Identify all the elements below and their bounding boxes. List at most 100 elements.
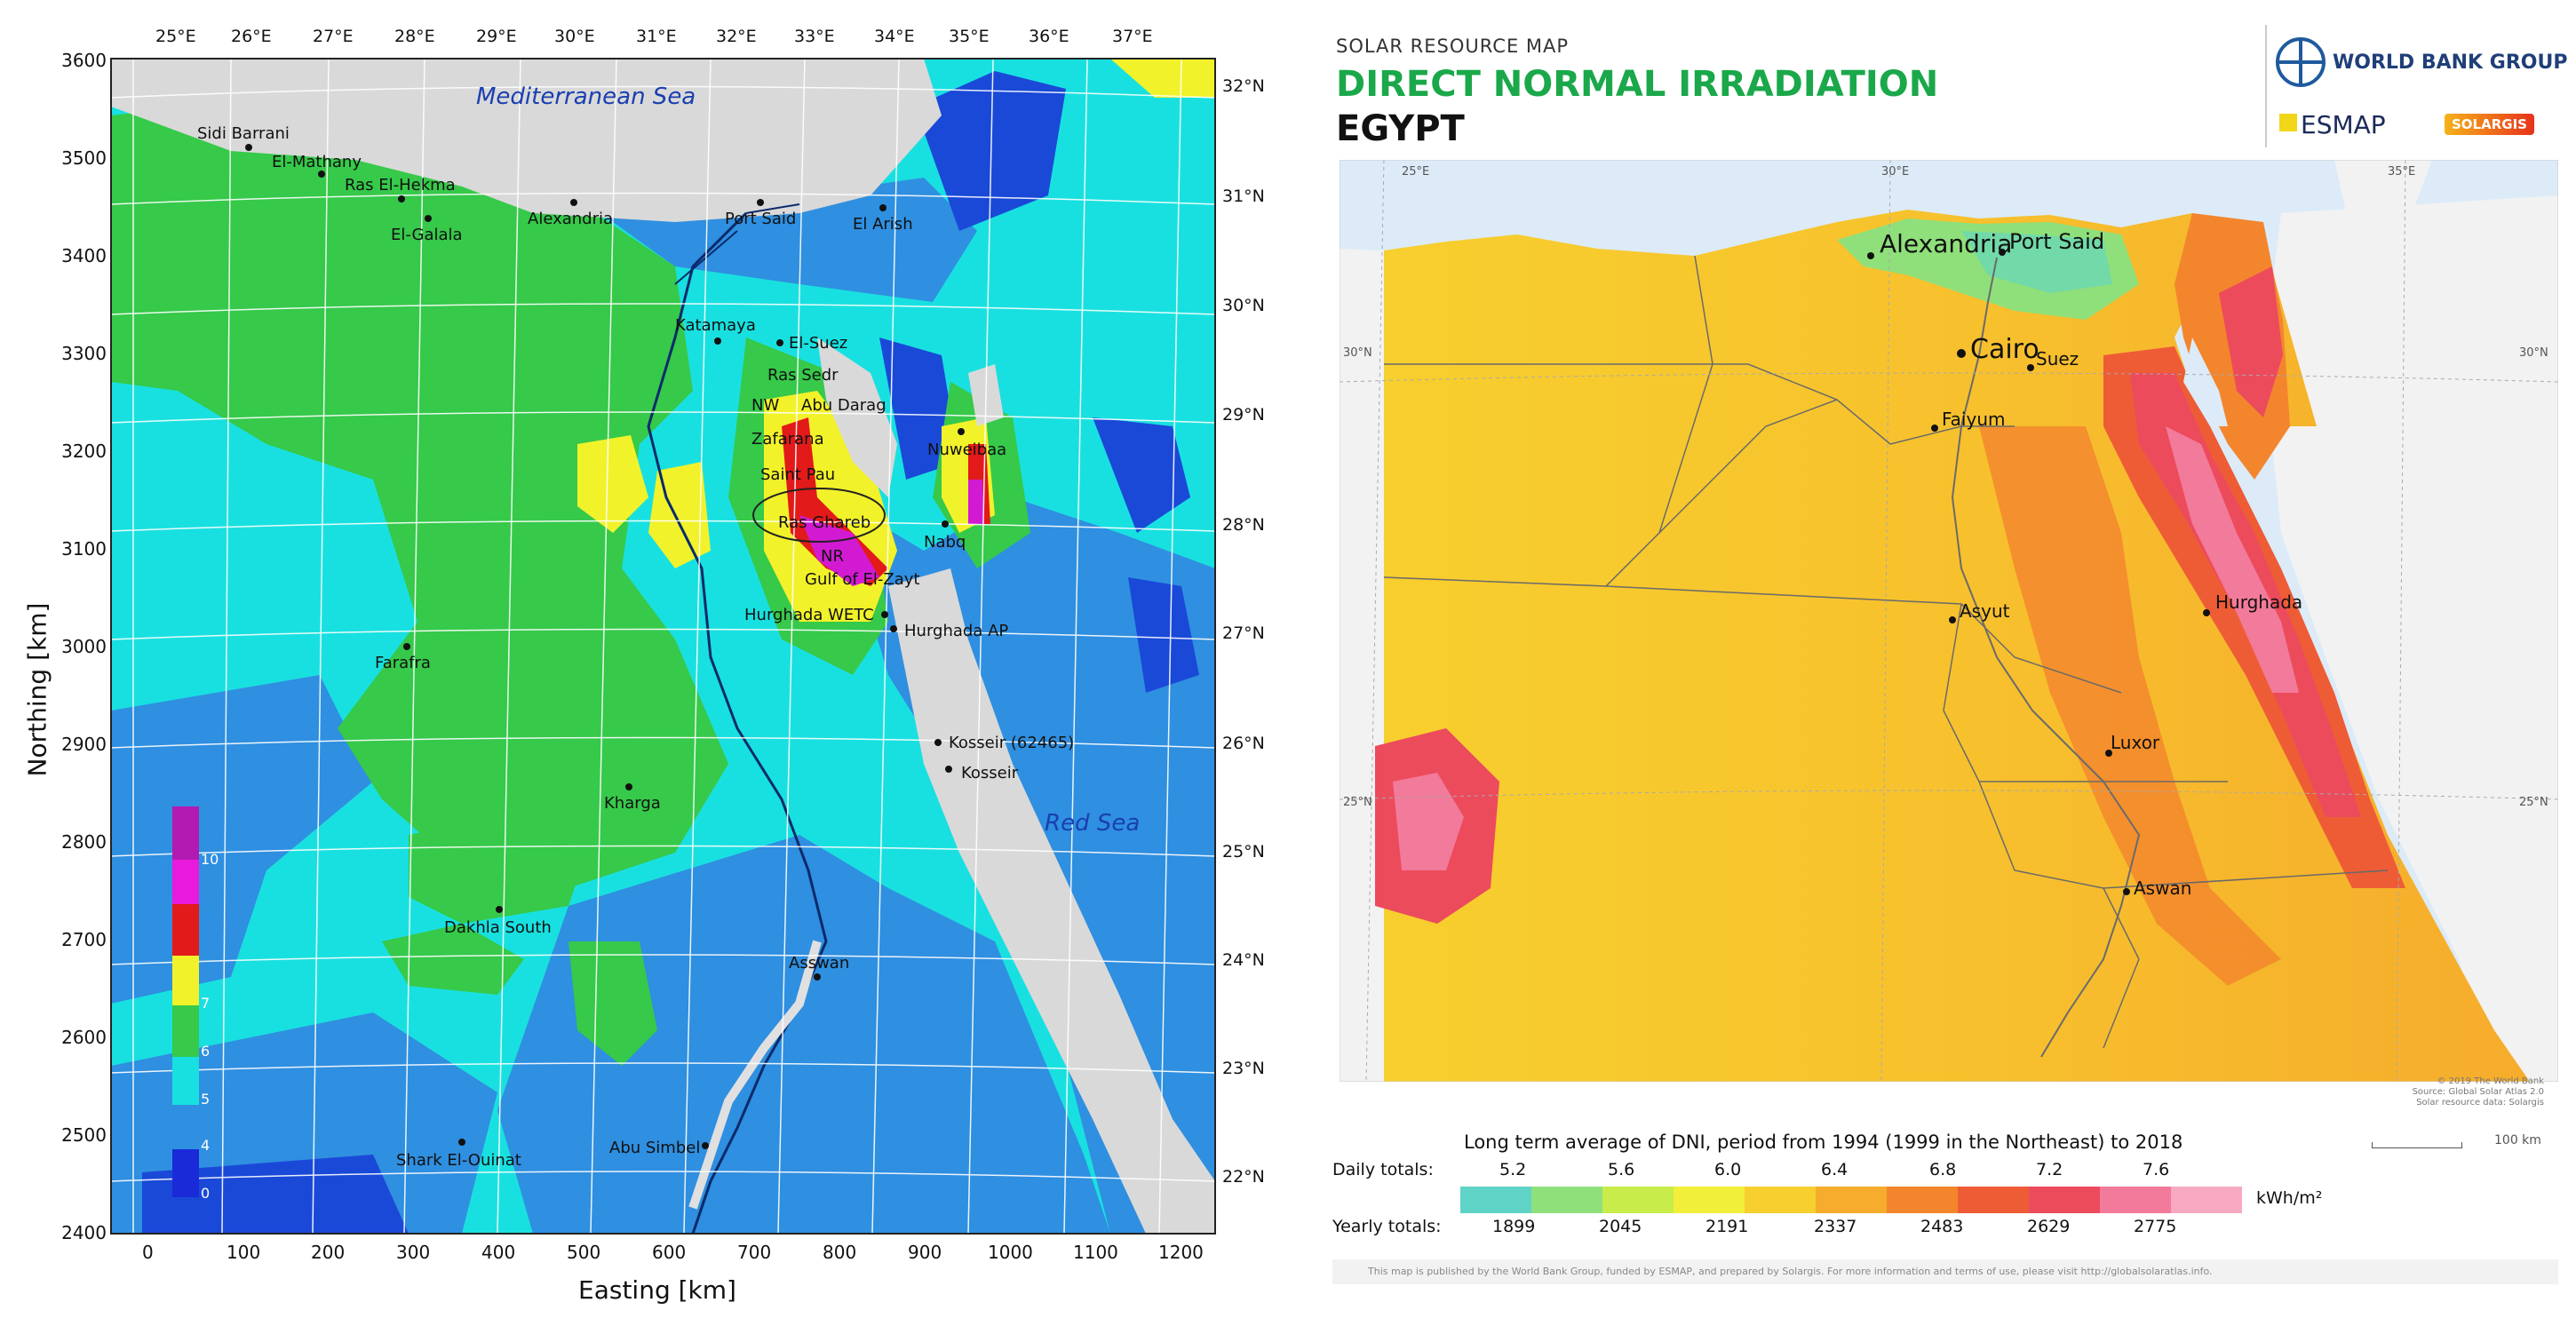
- y-tick: 3200: [61, 441, 107, 462]
- eastern-desert-peak: [2166, 426, 2299, 693]
- x-tick: 300: [396, 1242, 431, 1263]
- lon-label: 26°E: [231, 27, 272, 46]
- x-tick-labels: 0 100 200 300 400 500 600 700 800 900 10…: [0, 1242, 1297, 1268]
- x-tick: 1000: [988, 1242, 1033, 1263]
- lat-label: 31°N: [1222, 187, 1265, 206]
- lat-label: 25°N: [1222, 842, 1265, 862]
- lon-label: 31°E: [636, 27, 677, 46]
- lat-label: 25°N: [2519, 796, 2548, 809]
- station-marker: [318, 171, 325, 178]
- place-label: Nabq: [924, 533, 966, 552]
- station-marker: [958, 428, 965, 435]
- lon-label: 29°E: [476, 27, 517, 46]
- station-marker: [625, 783, 632, 790]
- place-label: Hurghada AP: [904, 622, 1009, 640]
- city-marker: [2027, 364, 2034, 371]
- map-copyright: © 2019 The World Bank Source: Global Sol…: [2357, 1076, 2544, 1108]
- x-tick: 500: [567, 1242, 601, 1263]
- lon-label: 36°E: [1029, 27, 1069, 46]
- station-marker: [714, 337, 721, 345]
- lon-label: 35°E: [2388, 165, 2416, 179]
- colorbar-label: 10: [201, 851, 219, 868]
- place-label: Abu Simbel: [609, 1139, 701, 1157]
- top-lon-labels: 25°E 26°E 27°E 28°E 29°E 30°E 31°E 32°E …: [0, 27, 1297, 52]
- legend-swatch: [1745, 1187, 1816, 1213]
- lon-label: 32°E: [716, 27, 757, 46]
- legend-title: Long term average of DNI, period from 19…: [1464, 1131, 2183, 1153]
- header-title: DIRECT NORMAL IRRADIATION: [1336, 64, 1939, 105]
- scale-bar: [2372, 1142, 2462, 1148]
- legend-swatch: [1958, 1187, 2029, 1213]
- dni-map-svg: [1340, 160, 2558, 1082]
- x-tick: 1200: [1158, 1242, 1204, 1263]
- y-tick: 3300: [61, 343, 107, 364]
- scale-label: 100 km: [2494, 1133, 2541, 1147]
- lat-label: 27°N: [1222, 623, 1265, 643]
- graticule: [1340, 160, 2558, 1082]
- place-label: Abu Darag: [801, 396, 886, 415]
- x-tick: 0: [142, 1242, 154, 1263]
- copyright-line: Source: Global Solar Atlas 2.0: [2412, 1087, 2544, 1097]
- neighbour-land: [1340, 249, 1384, 1082]
- place-label: Zafarana: [751, 430, 824, 449]
- x-tick: 1100: [1073, 1242, 1118, 1263]
- legend-yearly-value: 2337: [1814, 1217, 1857, 1236]
- city-marker: [1931, 425, 1938, 432]
- legend-yearly-value: 2045: [1599, 1217, 1642, 1236]
- lon-label: 28°E: [394, 27, 435, 46]
- station-marker: [702, 1142, 709, 1149]
- place-label: Nuweibaa: [927, 441, 1007, 459]
- esmap-logo-text: ESMAP: [2301, 110, 2386, 139]
- station-marker: [814, 973, 821, 981]
- lon-label: 35°E: [949, 27, 990, 46]
- place-label: Ras El-Hekma: [345, 176, 456, 195]
- colorbar-label: 4: [201, 1137, 211, 1154]
- place-label: Kosseir (62465): [949, 734, 1075, 752]
- legend-swatch: [1460, 1187, 1531, 1213]
- legend-yearly-label: Yearly totals:: [1332, 1217, 1442, 1236]
- legend-daily-value: 5.2: [1499, 1160, 1527, 1179]
- legend-daily-value: 6.4: [1821, 1160, 1849, 1179]
- legend-yearly-value: 2775: [2134, 1217, 2177, 1236]
- copyright-line: © 2019 The World Bank: [2437, 1076, 2544, 1086]
- lat-label: 22°N: [1222, 1167, 1265, 1187]
- delta-low-region: [1961, 231, 2112, 293]
- city-label: Hurghada: [2215, 592, 2303, 613]
- station-marker: [776, 339, 783, 346]
- legend-swatch: [2171, 1187, 2242, 1213]
- y-tick: 3000: [61, 636, 107, 657]
- city-marker: [2123, 888, 2130, 895]
- place-label: Gulf of El-Zayt: [805, 570, 920, 589]
- station-marker: [570, 199, 577, 206]
- y-tick: 2600: [61, 1027, 107, 1048]
- x-tick: 600: [652, 1242, 687, 1263]
- admin-borders: [1383, 255, 2389, 1049]
- station-marker: [425, 215, 432, 222]
- x-axis-label: Easting [km]: [578, 1275, 736, 1305]
- lon-label: 27°E: [313, 27, 354, 46]
- place-label: Hurghada WETC: [744, 606, 874, 624]
- lon-label: 37°E: [1112, 27, 1153, 46]
- lat-label: 26°N: [1222, 734, 1265, 753]
- station-marker: [890, 625, 897, 632]
- y-tick: 3500: [61, 147, 107, 169]
- footer-note: This map is published by the World Bank …: [1332, 1259, 2558, 1284]
- place-label: Asswan: [789, 954, 850, 973]
- left-map-frame: [110, 58, 1216, 1235]
- legend-swatch: [2100, 1187, 2171, 1213]
- left-map-field: [111, 59, 1215, 1234]
- lat-label: 28°N: [1222, 515, 1265, 535]
- place-label: Ras Sedr: [767, 366, 839, 385]
- x-tick: 700: [737, 1242, 772, 1263]
- lon-label: 33°E: [794, 27, 835, 46]
- legend-yearly-value: 2191: [1705, 1217, 1749, 1236]
- lat-label: 30°N: [2519, 346, 2548, 360]
- lat-label: 32°N: [1222, 76, 1265, 96]
- header-country: EGYPT: [1336, 108, 1465, 149]
- x-tick: 900: [908, 1242, 942, 1263]
- lat-label: 24°N: [1222, 950, 1265, 970]
- y-tick: 3100: [61, 538, 107, 560]
- station-marker: [879, 204, 886, 211]
- nile-valley-band: [1979, 426, 2281, 986]
- city-markers: [1867, 249, 2210, 895]
